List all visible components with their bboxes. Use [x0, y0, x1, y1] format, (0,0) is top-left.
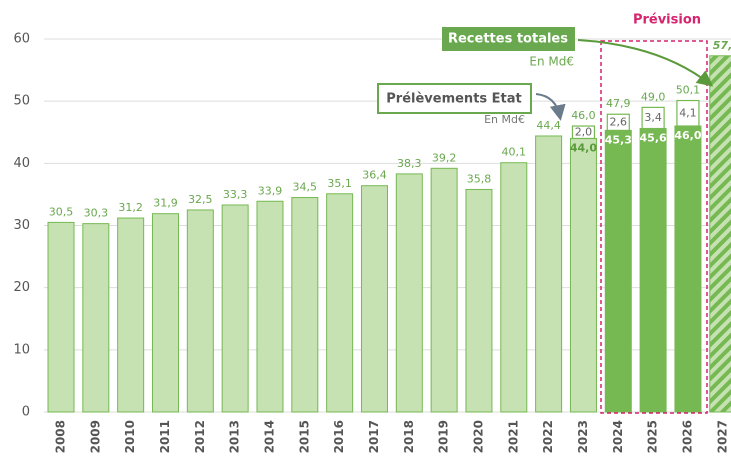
- value-label: 35,8: [467, 172, 492, 185]
- bar: [186, 209, 214, 413]
- bar-segment: [639, 128, 667, 413]
- bar-segment: [569, 137, 597, 413]
- prelevements-arrow: [535, 93, 566, 121]
- value-label: 33,3: [223, 188, 248, 201]
- bar: [82, 223, 110, 413]
- x-tick-label: 2011: [158, 420, 172, 453]
- y-tick-label: 20: [13, 280, 30, 295]
- segment-label: 4,1: [679, 106, 697, 119]
- x-tick-label: 2021: [506, 420, 520, 453]
- x-tick-label: 2019: [437, 420, 451, 453]
- value-label: 30,5: [49, 205, 74, 218]
- x-tick-label: 2027: [715, 420, 729, 453]
- x-tick-label: 2017: [367, 420, 381, 453]
- bar-segment: [604, 129, 632, 413]
- value-label: 46,0: [571, 109, 596, 122]
- bar: [47, 221, 75, 413]
- x-tick-label: 2020: [471, 420, 485, 453]
- y-tick-label: 10: [13, 342, 30, 357]
- prelevements-box: [377, 83, 532, 114]
- value-label: 50,1: [676, 84, 701, 97]
- bar: [395, 173, 423, 413]
- bar-segment: [674, 125, 702, 413]
- y-tick-label: 30: [13, 218, 30, 233]
- prevision-label: Prévision: [633, 13, 701, 28]
- bar: [151, 213, 179, 413]
- recettes-arrow: [577, 39, 714, 87]
- y-tick-label: 50: [13, 94, 30, 109]
- segment-label: 3,4: [644, 111, 662, 124]
- bar: [430, 167, 458, 413]
- x-tick-label: 2024: [611, 420, 625, 453]
- value-label: 32,5: [188, 193, 213, 206]
- bar: [117, 217, 145, 413]
- x-tick-label: 2008: [54, 420, 68, 453]
- segment-label: 45,6: [640, 132, 667, 145]
- value-label: 47,9: [606, 97, 631, 110]
- value-label: 40,1: [502, 146, 527, 159]
- bar: [256, 200, 284, 413]
- recettes-box: [442, 27, 575, 51]
- x-tick-label: 2023: [576, 420, 590, 453]
- segment-label: 44,0: [570, 141, 597, 154]
- segment-label: 2,0: [575, 125, 593, 138]
- bar: [465, 188, 493, 413]
- y-tick-label: 60: [13, 32, 30, 47]
- value-label: 35,1: [327, 177, 352, 190]
- value-label: 34,5: [293, 181, 318, 194]
- value-label: 49,0: [641, 90, 666, 103]
- bar-segment: [606, 113, 630, 131]
- y-tick-label: 0: [22, 405, 30, 420]
- bar: [221, 204, 249, 413]
- x-tick-label: 2016: [332, 420, 346, 453]
- bar: [360, 185, 388, 413]
- x-tick-label: 2025: [646, 420, 660, 453]
- x-tick-label: 2010: [123, 420, 137, 453]
- bar-segment: [676, 99, 700, 127]
- segment-label: 45,3: [605, 133, 632, 146]
- x-tick-label: 2013: [228, 420, 242, 453]
- value-label: 36,4: [362, 169, 387, 182]
- x-tick-label: 2009: [88, 420, 102, 453]
- x-tick-label: 2014: [262, 420, 276, 453]
- value-label: 38,3: [397, 157, 422, 170]
- y-tick-label: 40: [13, 156, 30, 171]
- value-label: 31,9: [153, 197, 178, 210]
- bar: [709, 55, 731, 413]
- value-label: 57,3: [713, 39, 731, 52]
- bar: [500, 162, 528, 413]
- value-label: 31,2: [118, 201, 143, 214]
- value-label: 39,2: [432, 151, 457, 164]
- bar: [326, 193, 354, 413]
- prevision-box: [600, 40, 708, 414]
- bar-segment: [571, 125, 596, 140]
- x-tick-label: 2012: [193, 420, 207, 453]
- x-tick-label: 2018: [402, 420, 416, 453]
- value-label: 30,3: [84, 207, 109, 220]
- recettes-unit: En Md€: [529, 55, 574, 69]
- prelevements-unit: En Md€: [484, 113, 525, 126]
- value-label: 33,9: [258, 184, 283, 197]
- value-label: 44,4: [536, 119, 561, 132]
- bar-segment: [641, 106, 665, 130]
- x-tick-label: 2026: [680, 420, 694, 453]
- x-tick-label: 2022: [541, 420, 555, 453]
- bar: [535, 135, 563, 413]
- segment-label: 2,6: [610, 115, 628, 128]
- prelevements-label: Prélèvements Etat: [386, 92, 522, 107]
- bar: [291, 197, 319, 413]
- segment-label: 46,0: [674, 129, 701, 142]
- x-tick-label: 2015: [297, 420, 311, 453]
- recettes-label: Recettes totales: [448, 32, 568, 47]
